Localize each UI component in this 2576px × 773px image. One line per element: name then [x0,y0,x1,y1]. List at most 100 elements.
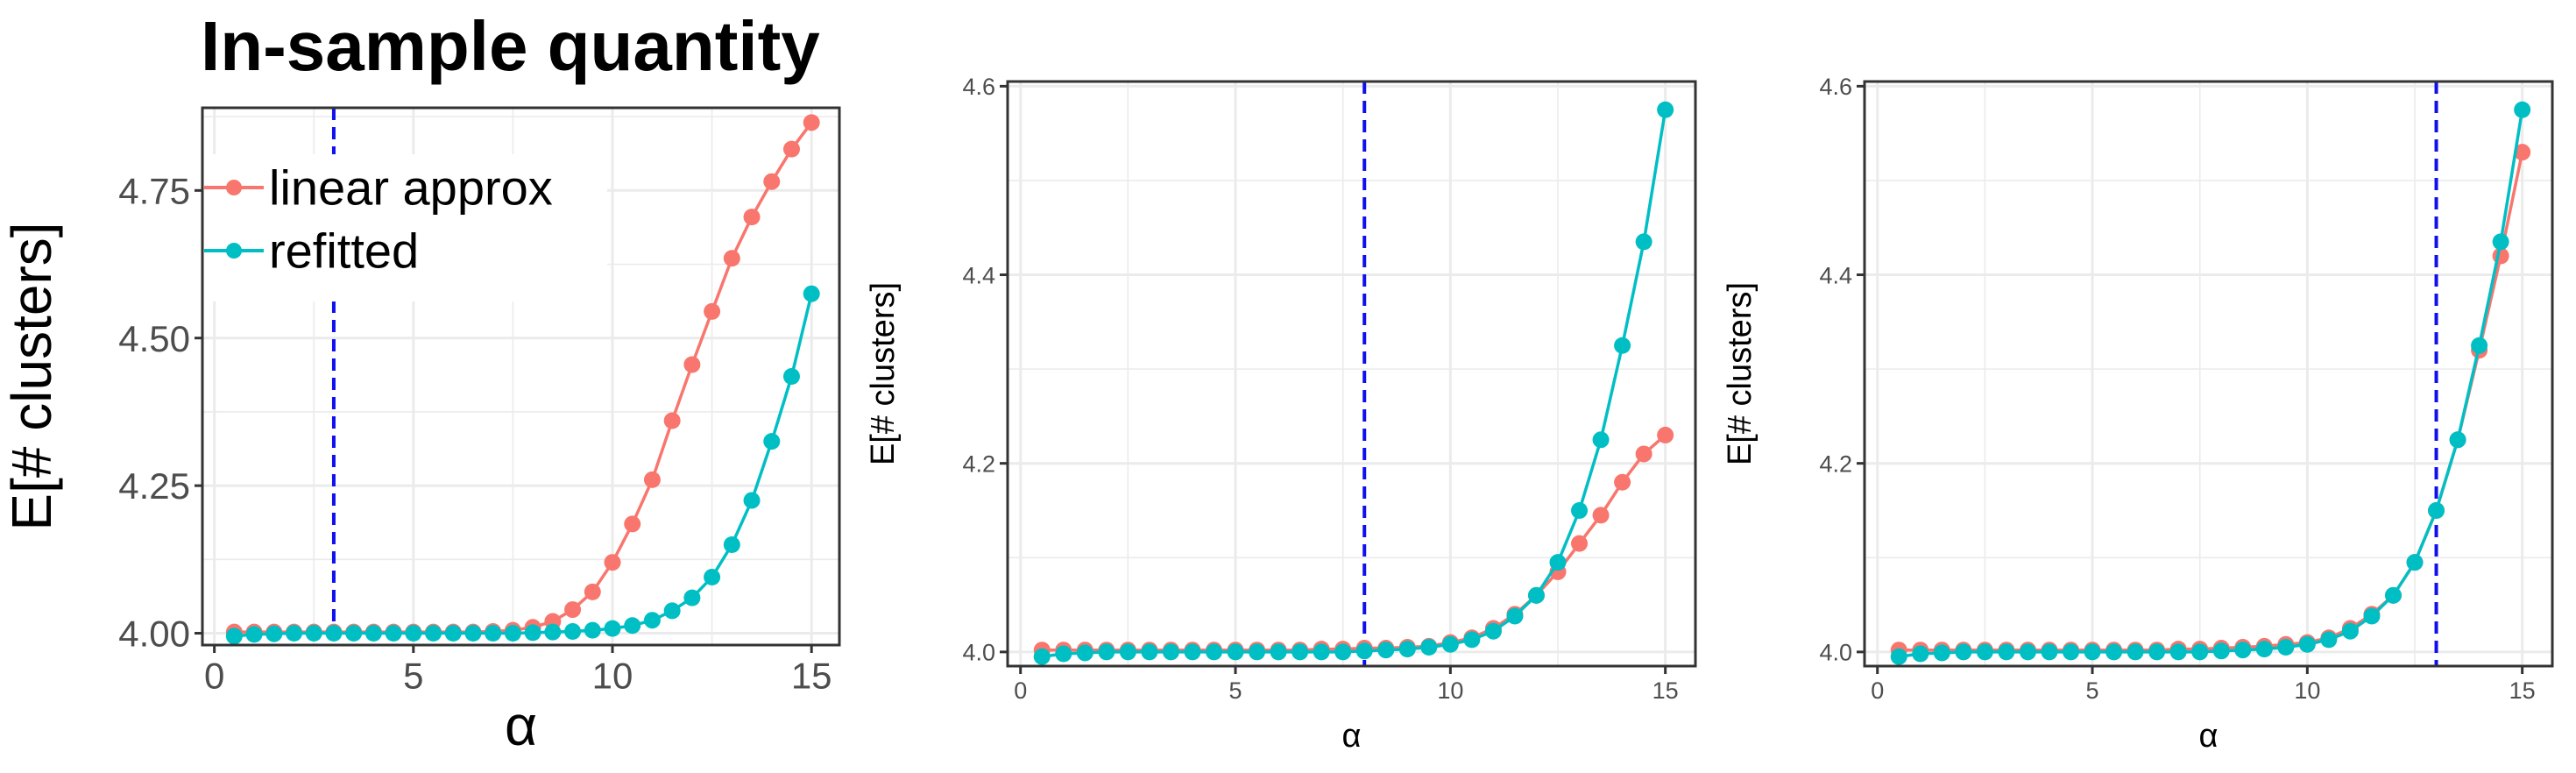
data-point-linear-approx [604,554,621,571]
data-point-refitted [564,623,582,641]
data-point-linear-approx [1657,426,1674,443]
y-tick-label: 4.2 [962,450,995,477]
data-point-refitted [2148,643,2166,661]
chart-panel-3: 0 5 10 15 4.0 4.2 4.4 4.6 α E[# clusters] [1722,74,2554,755]
data-point-refitted [444,625,462,642]
data-point-refitted [1890,648,1907,665]
data-point-refitted [2341,622,2359,640]
chart-panel-2: 0 5 10 15 4.0 4.2 4.4 4.6 α E[# clusters] [865,74,1697,755]
legend-key-marker [226,243,242,259]
data-point-linear-approx [683,356,701,373]
data-point-linear-approx [663,412,681,429]
data-point-refitted [2127,643,2144,661]
data-point-refitted [1506,607,1524,625]
chart-title: In-sample quantity [201,7,820,85]
panel-border [1863,80,2554,668]
data-point-refitted [2384,586,2402,604]
data-point-refitted [782,368,800,385]
data-point-linear-approx [704,302,721,320]
data-point-refitted [1270,643,1287,661]
data-point-refitted [504,625,521,642]
data-point-refitted [1227,643,1244,661]
data-point-refitted [305,625,322,642]
data-point-refitted [524,624,541,642]
y-tick-label: 4.75 [118,170,190,211]
data-point-refitted [704,569,721,586]
data-point-refitted [663,602,681,620]
data-point-refitted [405,625,422,642]
data-point-refitted [1484,622,1502,640]
data-point-refitted [325,625,343,642]
legend-key-marker [226,180,242,195]
y-tick-label: 4.50 [118,318,190,359]
data-point-refitted [1141,643,1158,661]
data-point-refitted [425,625,442,642]
y-tick-label: 4.4 [1819,262,1852,288]
y-tick-label: 4.6 [962,74,995,100]
x-tick-label: 15 [1652,677,1679,704]
legend-box [199,154,607,301]
data-point-refitted [345,625,363,642]
data-point-linear-approx [2514,144,2531,161]
x-tick-label: 0 [1014,677,1027,704]
data-point-linear-approx [564,601,582,619]
data-point-refitted [1119,643,1136,661]
data-point-refitted [1441,635,1459,653]
x-tick-label: 15 [791,656,832,697]
data-point-refitted [1355,642,1373,660]
data-point-linear-approx [723,250,740,267]
data-point-refitted [2234,642,2252,659]
data-point-refitted [2212,642,2230,660]
data-point-refitted [1184,643,1201,661]
data-point-linear-approx [782,140,800,158]
data-point-refitted [604,620,621,637]
data-point-refitted [743,492,761,509]
data-point-refitted [2191,643,2209,661]
legend-label: refitted [269,223,419,279]
legend-label: linear approx [269,160,553,216]
data-point-refitted [1334,643,1352,661]
data-point-refitted [624,617,641,635]
x-tick-label: 0 [1871,677,1884,704]
y-tick-label: 4.4 [962,262,995,288]
data-point-refitted [1614,337,1631,354]
x-axis-title: α [2199,718,2219,755]
data-point-linear-approx [643,471,661,488]
data-point-refitted [1249,643,1266,661]
data-point-refitted [2514,101,2531,118]
data-point-refitted [2277,638,2295,656]
data-point-refitted [2019,643,2036,661]
data-point-refitted [1912,645,1929,663]
data-point-refitted [2406,554,2424,571]
data-point-linear-approx [803,114,820,131]
data-point-refitted [803,285,820,302]
data-point-linear-approx [584,583,601,600]
y-tick-label: 4.0 [1819,640,1852,666]
y-tick-label: 4.00 [118,613,190,655]
data-point-linear-approx [1635,445,1652,463]
data-point-refitted [364,625,382,642]
data-point-refitted [2363,607,2381,625]
chart-panel-1: linear approx refitted 0 5 10 15 4.00 4.25 4.50 4… [0,7,841,757]
panel-border [1006,80,1697,668]
data-point-refitted [286,625,303,642]
data-point-refitted [2471,337,2488,354]
x-tick-label: 15 [2509,677,2536,704]
data-point-refitted [584,621,601,639]
data-point-refitted [1635,233,1652,251]
x-tick-label: 10 [1437,677,1463,704]
x-tick-label: 10 [2294,677,2320,704]
x-tick-label: 5 [403,656,423,697]
panel-border [201,106,841,647]
x-tick-label: 5 [2086,677,2099,704]
data-point-refitted [1549,554,1567,571]
y-axis-title: E[# clusters] [1722,282,1759,465]
x-tick-label: 5 [1229,677,1242,704]
data-point-refitted [723,535,740,553]
data-point-refitted [2320,631,2338,649]
data-point-refitted [1420,638,1438,656]
x-tick-label: 10 [592,656,633,697]
data-point-refitted [2255,641,2273,658]
data-point-refitted [1377,642,1395,659]
data-point-refitted [2063,643,2079,661]
